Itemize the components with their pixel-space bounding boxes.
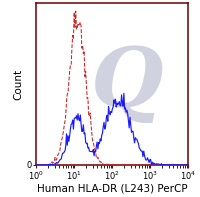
X-axis label: Human HLA-DR (L243) PerCP: Human HLA-DR (L243) PerCP [37,184,188,193]
Text: Q: Q [91,44,164,124]
Y-axis label: Count: Count [13,69,23,100]
